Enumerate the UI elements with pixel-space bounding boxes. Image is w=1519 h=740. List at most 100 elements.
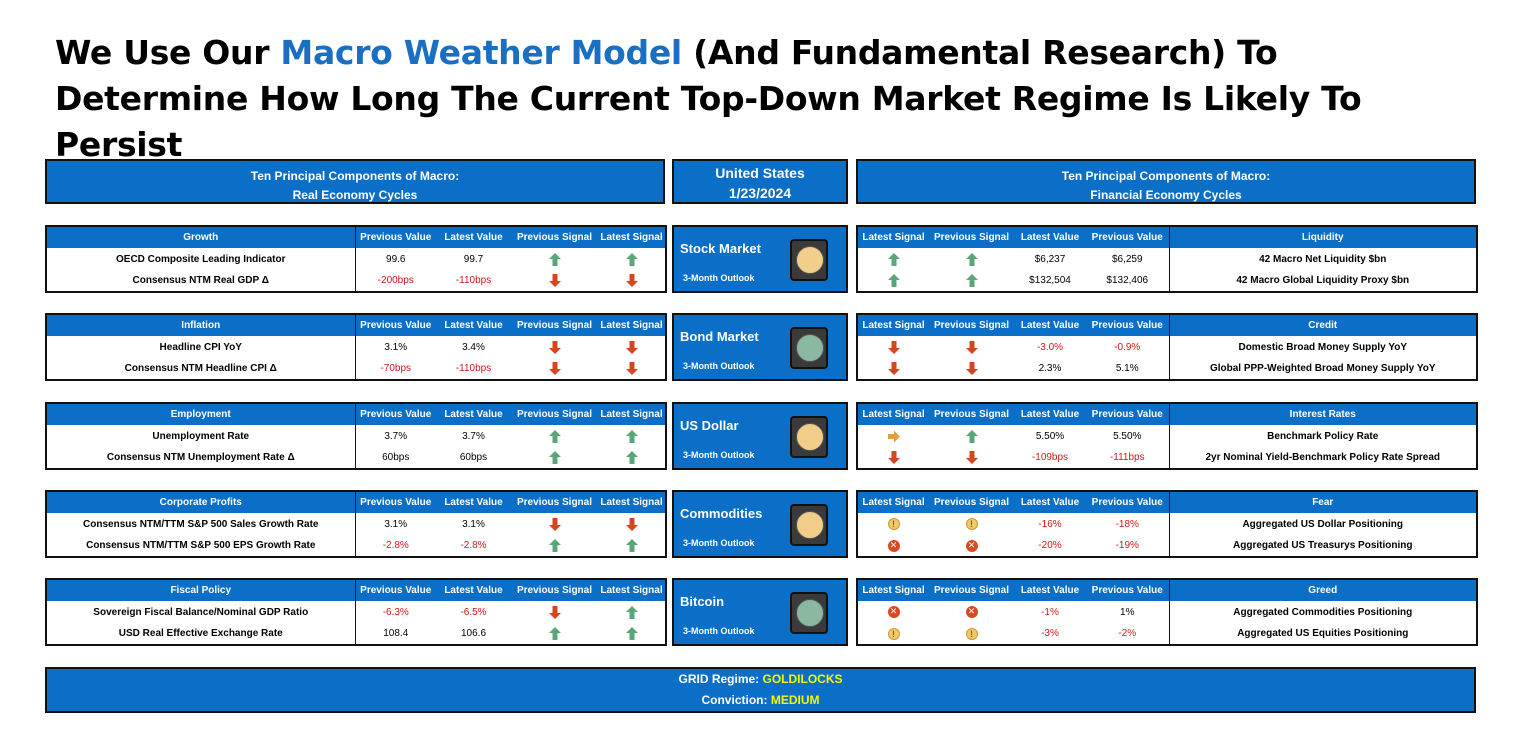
table-row: Consensus NTM/TTM S&P 500 Sales Growth R…	[46, 513, 666, 535]
col-header-prev-signal: Previous Signal	[511, 579, 598, 601]
market-bond-market: Bond Market 3-Month Outlook	[672, 313, 848, 381]
col-header-prev-value: Previous Value	[355, 491, 436, 513]
previous-value: -111bps	[1109, 452, 1145, 463]
arrow-up-icon	[548, 429, 561, 443]
latest-value: -109bps	[1031, 452, 1069, 463]
col-header-latest-value: Latest Value	[1014, 579, 1086, 601]
panel-inflation: Inflation Previous Value Latest Value Previ…	[45, 313, 667, 381]
col-header-latest-value: Latest Value	[436, 579, 511, 601]
latest-signal: !	[857, 623, 929, 645]
panel-fiscal-policy: Fiscal Policy Previous Value Latest Value P…	[45, 578, 667, 646]
col-header-prev-value: Previous Value	[1086, 579, 1169, 601]
traffic-light-icon	[790, 327, 828, 369]
header-real-economy-line2: Real Economy Cycles	[292, 188, 418, 202]
indicator-label: Consensus NTM/TTM S&P 500 EPS Growth Rat…	[46, 535, 356, 557]
table-row: 5.50% 5.50% Benchmark Policy Rate	[857, 425, 1477, 447]
traffic-light-bulb	[796, 334, 824, 362]
table-row: Consensus NTM Unemployment Rate Δ 60bps 60…	[46, 447, 666, 469]
page-title: We Use Our Macro Weather Model (And Fund…	[55, 30, 1495, 168]
indicator-label: Sovereign Fiscal Balance/Nominal GDP Rat…	[46, 601, 356, 623]
table-row: -3.0% -0.9% Domestic Broad Money Supply Yo…	[857, 336, 1477, 358]
panel-greed: Latest Signal Previous Signal Latest Value…	[856, 578, 1478, 646]
latest-signal	[598, 336, 666, 358]
table-row: OECD Composite Leading Indicator 99.6 99.7	[46, 248, 666, 270]
table-row: Consensus NTM Real GDP Δ -200bps -110bps	[46, 270, 666, 292]
latest-value: $6,237	[1034, 253, 1066, 265]
col-header-latest-signal: Latest Signal	[857, 226, 929, 248]
latest-signal	[598, 358, 666, 380]
col-header-latest-signal: Latest Signal	[598, 579, 666, 601]
indicator-label: Aggregated US Equities Positioning	[1168, 623, 1477, 645]
previous-signal	[511, 535, 598, 557]
previous-value: 3.1%	[384, 518, 408, 530]
latest-signal	[598, 513, 666, 535]
header-date: 1/23/2024	[728, 185, 792, 201]
category-header: Fiscal Policy	[46, 579, 356, 601]
table-row: $6,237 $6,259 42 Macro Net Liquidity $bn	[857, 248, 1477, 270]
indicator-label: Consensus NTM Unemployment Rate Δ	[46, 447, 356, 469]
indicator-label: Unemployment Rate	[46, 425, 356, 447]
col-header-latest-signal: Latest Signal	[598, 314, 666, 336]
header-financial-economy-line2: Financial Economy Cycles	[1090, 188, 1242, 202]
previous-value: $132,406	[1106, 275, 1149, 286]
col-header-prev-value: Previous Value	[355, 403, 436, 425]
previous-value: -19%	[1115, 540, 1139, 551]
indicator-label: Global PPP-Weighted Broad Money Supply Y…	[1168, 358, 1477, 380]
panel-fear: Latest Signal Previous Signal Latest Value…	[856, 490, 1478, 558]
table-row: USD Real Effective Exchange Rate 108.4 106…	[46, 623, 666, 645]
panel-growth: Growth Previous Value Latest Value Previous…	[45, 225, 667, 293]
traffic-light-bulb	[796, 511, 824, 539]
col-header-prev-value: Previous Value	[355, 226, 436, 248]
table-row: Headline CPI YoY 3.1% 3.4%	[46, 336, 666, 358]
previous-signal	[511, 270, 598, 292]
traffic-light-icon	[790, 592, 828, 634]
title-line2: Determine How Long The Current Top-Down …	[55, 79, 1362, 164]
col-header-latest-signal: Latest Signal	[598, 226, 666, 248]
market-outlook-label: 3-Month Outlook	[683, 273, 755, 283]
regime-label: GRID Regime:	[678, 672, 760, 686]
previous-signal	[929, 336, 1014, 358]
indicator-label: USD Real Effective Exchange Rate	[46, 623, 356, 645]
table-row: 2.3% 5.1% Global PPP-Weighted Broad Money …	[857, 358, 1477, 380]
col-header-prev-value: Previous Value	[1086, 314, 1169, 336]
category-header: Greed	[1168, 579, 1477, 601]
arrow-up-icon	[965, 274, 978, 287]
x-circle-icon: ✕	[965, 606, 978, 618]
previous-signal	[511, 336, 598, 358]
table-row: ✕ ✕ -20% -19% Aggregated US Treasurys Positi…	[857, 535, 1477, 557]
market-outlook-label: 3-Month Outlook	[683, 538, 755, 548]
arrow-right-icon	[887, 430, 900, 442]
indicator-label: Aggregated Commodities Positioning	[1168, 601, 1477, 623]
arrow-down-icon	[548, 340, 561, 354]
previous-signal	[511, 425, 598, 447]
col-header-latest-value: Latest Value	[436, 403, 511, 425]
arrow-up-icon	[965, 252, 978, 266]
warning-circle-icon: !	[965, 518, 978, 530]
header-real-economy: Ten Principal Components of Macro: Real …	[45, 159, 665, 204]
market-name: Bond Market	[680, 329, 759, 344]
panel-employment: Employment Previous Value Latest Value Prev…	[45, 402, 667, 470]
warning-circle-icon: !	[887, 518, 900, 530]
latest-value: 3.4%	[462, 341, 485, 353]
col-header-prev-signal: Previous Signal	[511, 226, 598, 248]
latest-value: -3%	[1041, 628, 1059, 639]
x-circle-icon: ✕	[887, 606, 900, 618]
previous-signal: ✕	[929, 601, 1014, 623]
latest-value: -110bps	[455, 363, 492, 374]
table-row: $132,504 $132,406 42 Macro Global Liquidit…	[857, 270, 1477, 292]
traffic-light-icon	[790, 239, 828, 281]
table-row: Consensus NTM/TTM S&P 500 EPS Growth Rat…	[46, 535, 666, 557]
previous-signal	[511, 623, 598, 645]
previous-signal	[929, 358, 1014, 380]
arrow-up-icon	[625, 605, 638, 619]
col-header-prev-signal: Previous Signal	[929, 226, 1014, 248]
market-name: US Dollar	[680, 418, 739, 433]
latest-signal	[857, 248, 929, 270]
indicator-label: Benchmark Policy Rate	[1168, 425, 1477, 447]
market-name: Commodities	[680, 506, 763, 521]
col-header-prev-signal: Previous Signal	[929, 403, 1014, 425]
previous-value: -18%	[1115, 518, 1139, 530]
arrow-up-icon	[887, 274, 900, 287]
indicator-label: Consensus NTM Real GDP Δ	[46, 270, 356, 292]
indicator-label: 42 Macro Net Liquidity $bn	[1168, 248, 1477, 270]
